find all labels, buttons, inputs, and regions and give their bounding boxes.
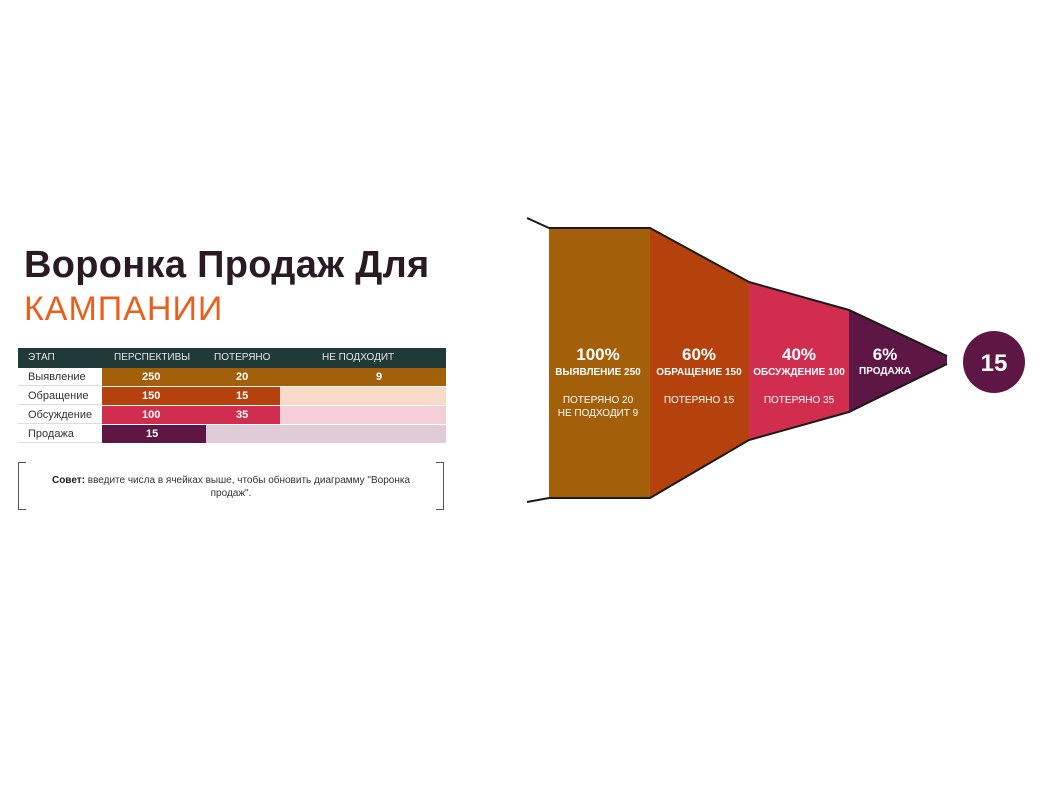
stage3-name: ОБСУЖДЕНИЕ 100 — [753, 367, 845, 378]
funnel-stage-2 — [650, 228, 749, 498]
funnel-data-table: ЭТАП ПЕРСПЕКТИВЫ ПОТЕРЯНО НЕ ПОДХОДИТ Вы… — [18, 348, 446, 444]
lost-cell[interactable]: 15 — [236, 390, 249, 402]
table-row: Обращение 150 15 — [18, 387, 446, 406]
stage1-name: ВЫЯВЛЕНИЕ 250 — [555, 367, 641, 378]
table-row: Обсуждение 100 35 — [18, 406, 446, 425]
stage2-remaining — [280, 387, 446, 405]
tip-bracket-right — [436, 462, 444, 510]
lost-cell[interactable]: 20 — [236, 371, 249, 383]
stage-cell[interactable]: Обсуждение — [18, 406, 102, 424]
lost-cell[interactable]: 35 — [236, 409, 249, 421]
funnel-stage-3 — [749, 282, 849, 440]
tip-text: введите числа в ячейках выше, чтобы обно… — [84, 475, 411, 499]
tip-box: Совет: введите числа в ячейках выше, что… — [18, 462, 444, 510]
stage3-detail-1: ПОТЕРЯНО 35 — [764, 395, 835, 406]
stage-cell[interactable]: Выявление — [18, 368, 102, 386]
stage1-bar — [102, 368, 446, 386]
table-row: Продажа 15 — [18, 425, 446, 444]
stage3-percent: 40% — [782, 345, 816, 364]
tip-bracket-left — [18, 462, 26, 510]
stage3-bar — [102, 406, 280, 424]
stage2-name: ОБРАЩЕНИЕ 150 — [656, 367, 742, 378]
prospects-cell[interactable]: 150 — [142, 390, 161, 402]
stage4-remaining — [206, 425, 446, 443]
funnel-stage-1 — [549, 228, 650, 498]
not-fit-cell[interactable]: 9 — [376, 371, 383, 383]
stage1-detail-2: НЕ ПОДХОДИТ 9 — [558, 408, 639, 419]
prospects-cell[interactable]: 100 — [142, 409, 161, 421]
stage4-bar — [102, 425, 206, 443]
stage4-percent: 6% — [873, 345, 898, 364]
header-not-fit: НЕ ПОДХОДИТ — [322, 352, 395, 363]
stage2-percent: 60% — [682, 345, 716, 364]
funnel-outline-bottom — [526, 363, 948, 503]
result-circle — [963, 331, 1025, 393]
page-title: Воронка Продаж Для — [24, 244, 430, 286]
table-header: ЭТАП ПЕРСПЕКТИВЫ ПОТЕРЯНО НЕ ПОДХОДИТ — [18, 348, 446, 368]
stage1-percent: 100% — [576, 345, 619, 364]
result-value: 15 — [981, 350, 1008, 377]
stage-cell[interactable]: Продажа — [18, 425, 102, 443]
header-stage: ЭТАП — [28, 352, 55, 363]
page-subtitle: КАМПАНИИ — [24, 290, 224, 328]
stage4-name: ПРОДАЖА — [859, 366, 911, 377]
prospects-cell[interactable]: 15 — [146, 428, 159, 440]
funnel-outline-top — [526, 217, 948, 357]
tip-label: Совет: — [51, 475, 85, 486]
stage1-detail-1: ПОТЕРЯНО 20 — [563, 395, 634, 406]
stage3-remaining — [280, 406, 446, 424]
prospects-cell[interactable]: 250 — [142, 371, 161, 383]
header-prospects: ПЕРСПЕКТИВЫ — [114, 352, 191, 363]
stage2-detail-1: ПОТЕРЯНО 15 — [664, 395, 735, 406]
stage2-bar — [102, 387, 280, 405]
funnel-stage-4 — [849, 310, 947, 412]
table-row: Выявление 250 20 9 — [18, 368, 446, 387]
stage-cell[interactable]: Обращение — [18, 387, 102, 405]
header-lost: ПОТЕРЯНО — [214, 352, 271, 363]
